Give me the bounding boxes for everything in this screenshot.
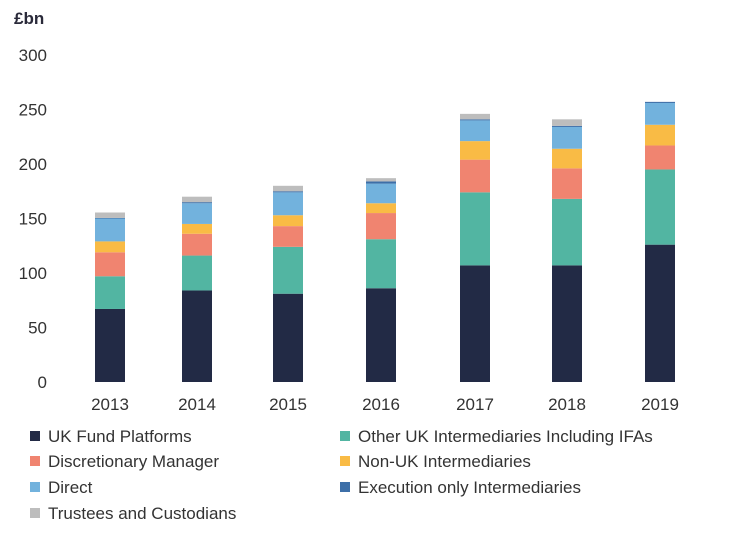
bar-segment-other-uk-intermediaries-including-ifas-2019 [645,169,675,245]
bar-segment-execution-only-intermediaries-2017 [460,119,490,121]
bar-segment-other-uk-intermediaries-including-ifas-2013 [95,276,125,309]
bar-segment-direct-2019 [645,102,675,125]
y-tick-label: 250 [19,101,47,120]
bar-segment-non-uk-intermediaries-2015 [273,215,303,227]
bar-segment-non-uk-intermediaries-2013 [95,241,125,253]
bar-segment-uk-fund-platforms-2017 [460,265,490,382]
bar-segment-uk-fund-platforms-2013 [95,308,125,382]
bar-segment-execution-only-intermediaries-2014 [182,202,212,204]
bar-segment-discretionary-manager-2013 [95,252,125,277]
legend-label: Direct [48,478,93,497]
x-tick-label: 2016 [362,395,400,414]
y-tick-label: 300 [19,46,47,65]
bar-segment-discretionary-manager-2018 [552,168,582,199]
bar-segment-direct-2016 [366,183,396,204]
legend-swatch [30,482,40,492]
legend-label: Discretionary Manager [48,452,219,471]
bar-segment-trustees-and-custodians-2015 [273,185,303,192]
bar-segment-uk-fund-platforms-2016 [366,288,396,382]
x-tick-label: 2013 [91,395,129,414]
bar-segment-execution-only-intermediaries-2013 [95,217,125,219]
legend-swatch [340,431,350,441]
bar-segment-direct-2018 [552,126,582,149]
bar-segment-uk-fund-platforms-2014 [182,290,212,382]
x-tick-label: 2019 [641,395,679,414]
bar-segment-non-uk-intermediaries-2017 [460,141,490,160]
bar-segment-discretionary-manager-2014 [182,233,212,256]
bar-segment-trustees-and-custodians-2014 [182,196,212,203]
bar-segment-other-uk-intermediaries-including-ifas-2018 [552,198,582,266]
legend-swatch [30,431,40,441]
bar-segment-other-uk-intermediaries-including-ifas-2015 [273,246,303,294]
bar-segment-discretionary-manager-2015 [273,226,303,247]
bar-segment-direct-2015 [273,192,303,216]
legend-swatch [340,482,350,492]
bar-segment-discretionary-manager-2017 [460,159,490,193]
bar-segment-direct-2014 [182,203,212,224]
bar-segment-non-uk-intermediaries-2014 [182,223,212,234]
bar-segment-execution-only-intermediaries-2018 [552,125,582,127]
bar-segment-trustees-and-custodians-2018 [552,119,582,126]
y-tick-label: 100 [19,264,47,283]
bar-segment-uk-fund-platforms-2015 [273,293,303,382]
bar-segment-other-uk-intermediaries-including-ifas-2014 [182,255,212,291]
bar-segment-other-uk-intermediaries-including-ifas-2016 [366,239,396,289]
bar-segment-execution-only-intermediaries-2019 [645,101,675,103]
y-tick-label: 200 [19,155,47,174]
legend-label: Trustees and Custodians [48,504,236,523]
bar-segment-execution-only-intermediaries-2016 [366,181,396,184]
bar-segment-trustees-and-custodians-2017 [460,113,490,120]
x-tick-label: 2014 [178,395,216,414]
bar-segment-trustees-and-custodians-2013 [95,212,125,218]
bar-segment-uk-fund-platforms-2018 [552,265,582,382]
bar-segment-discretionary-manager-2016 [366,213,396,240]
legend-label: UK Fund Platforms [48,427,192,446]
bar-segment-uk-fund-platforms-2019 [645,244,675,382]
legend-label: Non-UK Intermediaries [358,452,531,471]
bar-segment-non-uk-intermediaries-2019 [645,124,675,146]
bar-segment-non-uk-intermediaries-2016 [366,203,396,214]
legend-label: Execution only Intermediaries [358,478,581,497]
y-tick-label: 50 [28,319,47,338]
legend-swatch [340,456,350,466]
x-tick-label: 2018 [548,395,586,414]
bar-segment-trustees-and-custodians-2016 [366,178,396,182]
legend-swatch [30,456,40,466]
x-tick-label: 2017 [456,395,494,414]
x-tick-label: 2015 [269,395,307,414]
bar-segment-non-uk-intermediaries-2018 [552,148,582,169]
bar-segment-execution-only-intermediaries-2015 [273,191,303,193]
bar-segment-other-uk-intermediaries-including-ifas-2017 [460,192,490,266]
legend-label: Other UK Intermediaries Including IFAs [358,427,653,446]
bar-segment-discretionary-manager-2019 [645,145,675,170]
bar-segment-direct-2013 [95,218,125,242]
bar-segment-direct-2017 [460,120,490,142]
y-unit-label: £bn [14,9,44,28]
y-tick-label: 150 [19,210,47,229]
y-tick-label: 0 [38,373,47,392]
legend-swatch [30,508,40,518]
